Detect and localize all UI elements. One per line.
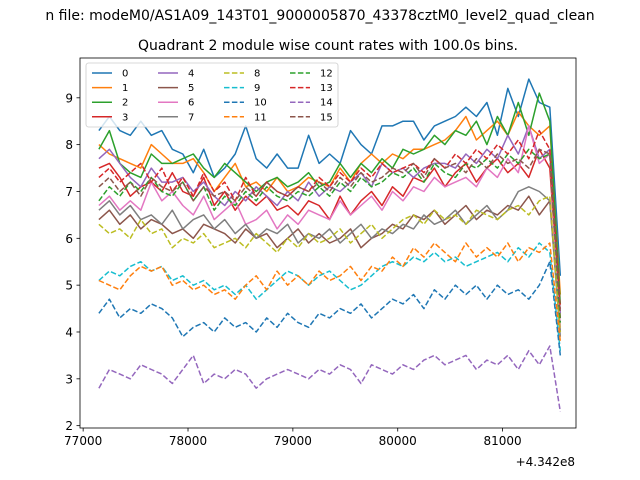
legend-box bbox=[85, 62, 339, 128]
chart-title: Quadrant 2 module wise count rates with … bbox=[138, 38, 518, 54]
y-tick-label: 4 bbox=[65, 325, 73, 339]
x-tick-label: 79000 bbox=[274, 434, 312, 448]
legend-label-1: 1 bbox=[122, 83, 128, 94]
series-line-4 bbox=[98, 125, 562, 314]
legend-label-2: 2 bbox=[122, 98, 128, 109]
axes-frame bbox=[79, 57, 577, 429]
y-tick-label: 2 bbox=[65, 419, 73, 433]
legend-label-15: 15 bbox=[320, 112, 333, 123]
legend-label-13: 13 bbox=[320, 83, 333, 94]
series-line-13 bbox=[98, 129, 562, 309]
y-tick-label: 3 bbox=[65, 372, 73, 386]
legend-label-4: 4 bbox=[188, 69, 194, 80]
legend-label-0: 0 bbox=[122, 69, 128, 80]
series-line-9 bbox=[98, 242, 562, 351]
legend-label-3: 3 bbox=[122, 112, 128, 123]
series-line-14 bbox=[98, 345, 562, 412]
x-tick-label: 80000 bbox=[379, 434, 417, 448]
y-tick-label: 8 bbox=[65, 138, 73, 152]
series-line-12 bbox=[98, 148, 562, 323]
legend-label-7: 7 bbox=[188, 112, 194, 123]
legend-label-8: 8 bbox=[254, 69, 260, 80]
y-tick-label: 7 bbox=[65, 185, 73, 199]
series-line-0 bbox=[98, 78, 562, 276]
x-offset-label: +4.342e8 bbox=[516, 455, 575, 469]
series-line-15 bbox=[98, 148, 562, 314]
legend-label-14: 14 bbox=[320, 98, 333, 109]
y-tick-label: 9 bbox=[65, 91, 73, 105]
legend-label-10: 10 bbox=[254, 98, 267, 109]
x-tick-label: 81000 bbox=[484, 434, 522, 448]
legend-label-9: 9 bbox=[254, 83, 260, 94]
figure-suptitle: n file: modeM0/AS1A09_143T01_9000005870_… bbox=[45, 8, 594, 24]
legend-label-11: 11 bbox=[254, 112, 267, 123]
series-line-11 bbox=[98, 242, 562, 342]
x-tick-label: 78000 bbox=[169, 434, 207, 448]
legend-label-12: 12 bbox=[320, 69, 333, 80]
series-line-2 bbox=[98, 92, 562, 304]
y-tick-label: 6 bbox=[65, 232, 73, 246]
y-tick-label: 5 bbox=[65, 279, 73, 293]
plot-area bbox=[79, 57, 577, 429]
series-line-10 bbox=[98, 260, 562, 356]
series-line-8 bbox=[98, 195, 562, 333]
axis-ticks: 77000 78000 79000 80000 81000 2 3 4 5 6 7 8 9 bbox=[64, 91, 522, 448]
series-line-6 bbox=[98, 125, 562, 328]
x-tick-label: 77000 bbox=[64, 434, 102, 448]
legend-label-5: 5 bbox=[188, 83, 194, 94]
legend-label-6: 6 bbox=[188, 98, 194, 109]
series-line-7 bbox=[98, 186, 562, 337]
